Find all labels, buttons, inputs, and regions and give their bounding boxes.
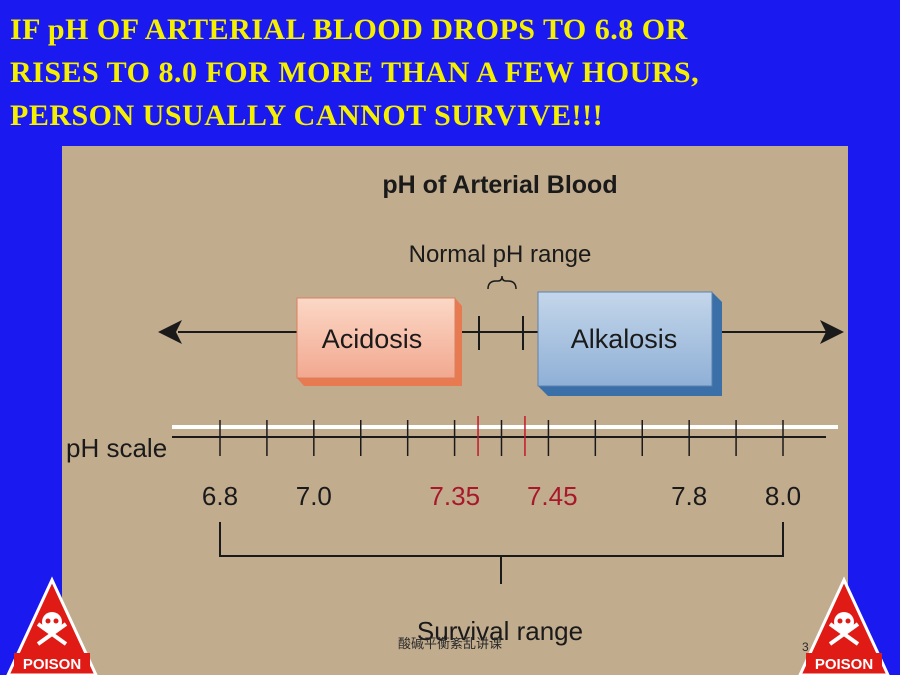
poison-sign-right: POISON [798, 576, 890, 675]
acidosis-box: Acidosis [296, 297, 462, 386]
headline-line-3: PERSON USUALLY CANNOT SURVIVE!!! [10, 99, 604, 132]
alkalosis-box: Alkalosis [537, 291, 722, 396]
scale-ticks [219, 416, 784, 456]
diagram-title: pH of Arterial Blood [382, 171, 617, 199]
tick-label: 7.0 [296, 481, 332, 511]
page-number: 3 [802, 640, 809, 654]
tick-label: 7.8 [671, 481, 707, 511]
slide-headline: IF pH OF ARTERIAL BLOOD DROPS TO 6.8 OR … [10, 8, 890, 137]
poison-sign-left: POISON [6, 576, 98, 675]
acidosis-label: Acidosis [322, 324, 423, 354]
tick-label: 6.8 [202, 481, 238, 511]
skull-crossbones-icon [36, 612, 68, 646]
figure-panel [62, 146, 848, 675]
footer-caption: 酸碱平衡紊乱讲课 [397, 637, 502, 652]
normal-range-label: Normal pH range [409, 241, 592, 268]
survival-range-label: Survival range [417, 616, 583, 646]
left-arrowhead [158, 320, 182, 344]
poison-label-left: POISON [23, 656, 81, 673]
right-arrowhead [820, 320, 844, 344]
tick-label: 7.35 [429, 481, 480, 511]
survival-range-bracket [219, 522, 784, 584]
headline-line-2: RISES TO 8.0 FOR MORE THAN A FEW HOURS, [10, 56, 700, 89]
ph-scale-label: pH scale [66, 433, 167, 463]
scale-tick-labels: 6.8 7.0 7.35 7.45 7.8 8.0 [202, 481, 801, 511]
alkalosis-label: Alkalosis [571, 324, 678, 354]
tick-label: 8.0 [765, 481, 801, 511]
normal-range-brace [487, 275, 517, 290]
poison-label-right: POISON [815, 656, 873, 673]
headline-line-1: IF pH OF ARTERIAL BLOOD DROPS TO 6.8 OR [10, 13, 688, 46]
tick-label: 7.45 [527, 481, 578, 511]
skull-crossbones-icon [828, 612, 860, 646]
